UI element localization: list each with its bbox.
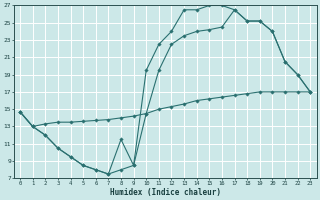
X-axis label: Humidex (Indice chaleur): Humidex (Indice chaleur) bbox=[110, 188, 220, 197]
